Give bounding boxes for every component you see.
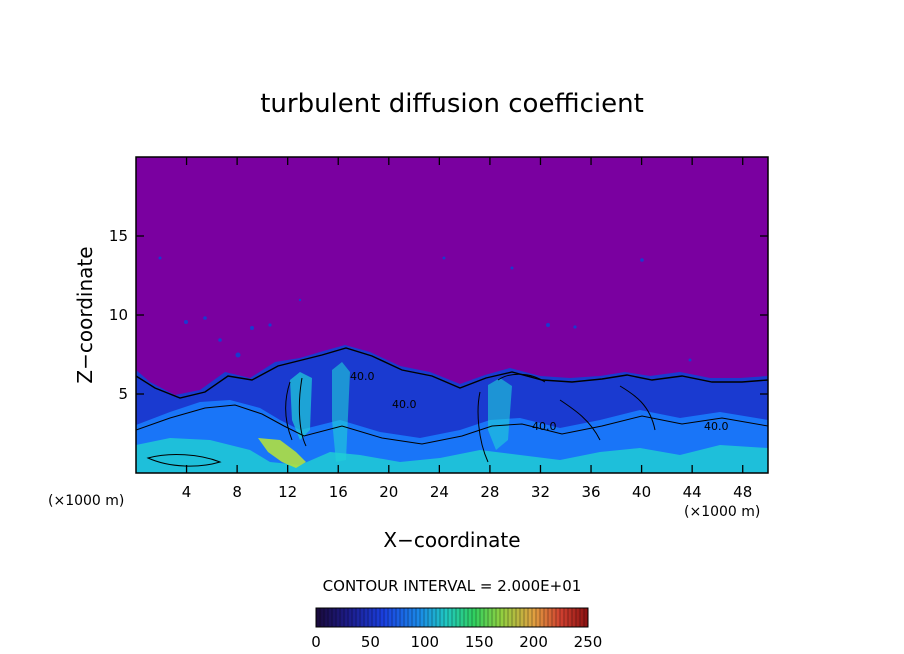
contour-label: 40.0 — [704, 420, 729, 433]
x-tick-label: 36 — [581, 483, 600, 501]
y-axis-ticks: 5 10 15 — [109, 227, 768, 403]
x-unit-label-left: (×1000 m) — [48, 493, 124, 509]
x-tick-label: 12 — [278, 483, 297, 501]
x-tick-label: 16 — [329, 483, 348, 501]
x-tick-label: 8 — [232, 483, 242, 501]
x-tick-label: 4 — [182, 483, 192, 501]
plume-3 — [332, 362, 350, 462]
y-tick-label: 10 — [109, 306, 128, 324]
x-axis-label: X−coordinate — [383, 528, 520, 552]
layer-peak — [258, 438, 306, 468]
x-unit-label-right: (×1000 m) — [684, 504, 760, 520]
contour-label: 40.0 — [392, 398, 417, 411]
colorbar-tick-label: 0 — [311, 633, 321, 651]
contour-line — [146, 454, 222, 467]
contour-label: 40.0 — [532, 420, 557, 433]
colorbar-tick-label: 50 — [361, 633, 380, 651]
heatmap-field: 40.0 40.0 40.0 40.0 — [136, 157, 768, 473]
x-tick-label: 40 — [632, 483, 651, 501]
y-tick-label: 15 — [109, 227, 128, 245]
x-axis-ticks: 4 8 12 16 20 24 28 32 36 40 44 48 — [182, 157, 752, 501]
colorbar-tick-label: 250 — [574, 633, 603, 651]
colorbar-hatching — [319, 608, 585, 627]
y-tick-label: 5 — [118, 385, 128, 403]
field-specks — [158, 256, 692, 362]
y-axis-label: Z−coordinate — [73, 246, 97, 383]
x-tick-label: 48 — [733, 483, 752, 501]
x-tick-label: 32 — [531, 483, 550, 501]
contour-label: 40.0 — [350, 370, 375, 383]
x-tick-label: 20 — [379, 483, 398, 501]
contour-line — [477, 373, 546, 463]
layer-high — [136, 438, 768, 473]
x-tick-label: 28 — [480, 483, 499, 501]
chart-title: turbulent diffusion coefficient — [260, 89, 644, 119]
plume-2 — [488, 378, 512, 450]
colorbar-tick-label: 100 — [410, 633, 439, 651]
colorbar-tick-label: 150 — [465, 633, 494, 651]
colorbar-tick-label: 200 — [519, 633, 548, 651]
colorbar-ticks: 0 50 100 150 200 250 — [311, 633, 602, 651]
plume-1 — [290, 372, 312, 440]
contour-line — [559, 385, 656, 441]
contour-line — [285, 377, 307, 447]
contour-line — [136, 404, 768, 445]
contour-line — [136, 347, 768, 399]
x-tick-label: 44 — [683, 483, 702, 501]
contour-interval-text: CONTOUR INTERVAL = 2.000E+01 — [323, 577, 582, 595]
x-tick-label: 24 — [430, 483, 449, 501]
